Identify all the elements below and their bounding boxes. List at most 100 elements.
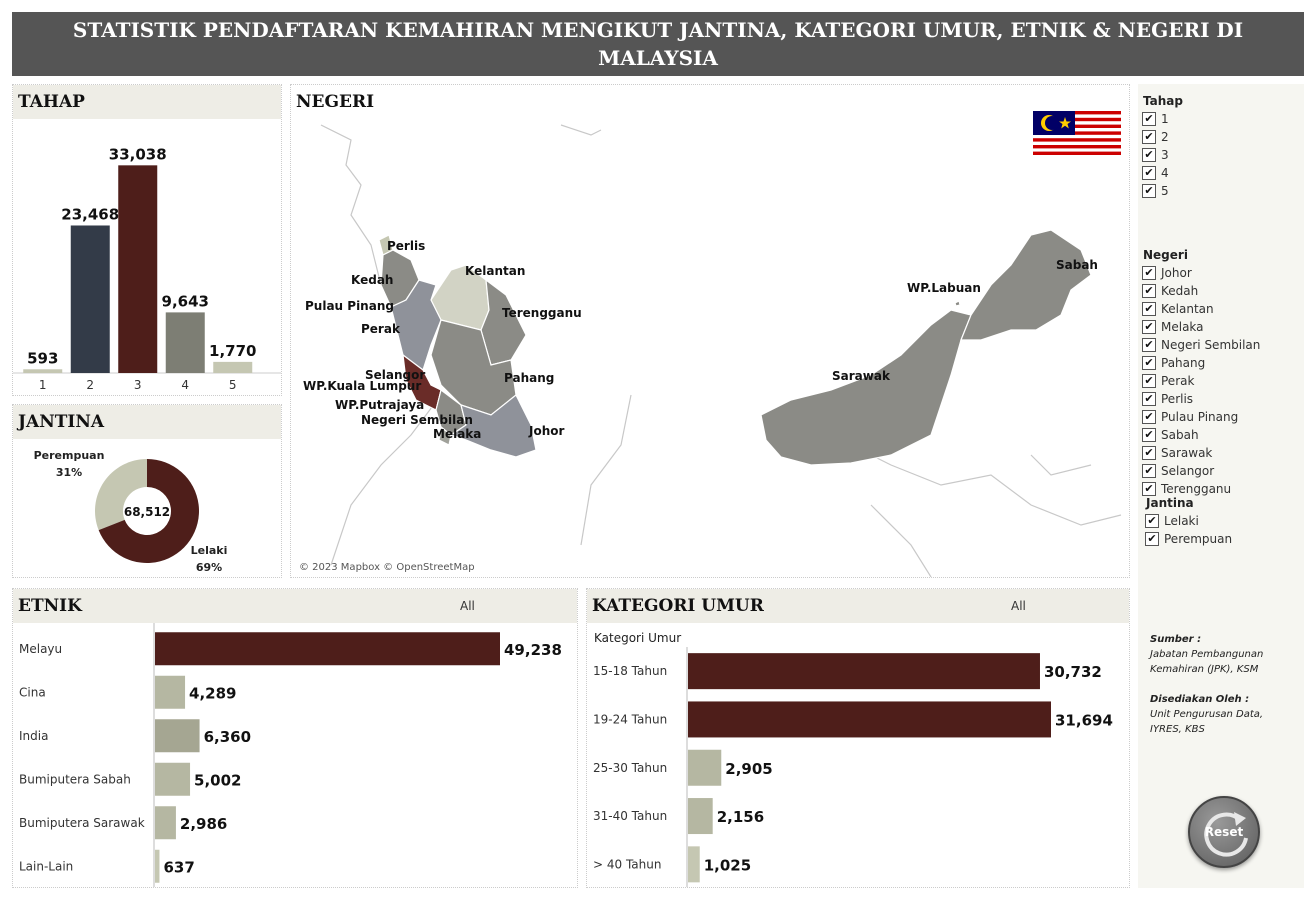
etnik-title: ETNIK bbox=[13, 589, 577, 623]
etnik-bar-chart[interactable]: Melayu 49,238 Cina 4,289 India 6,360 Bumiputer… bbox=[13, 623, 577, 887]
filter-tahap-checkbox-item[interactable]: ✔ 1 bbox=[1138, 110, 1298, 128]
state-wp-labuan[interactable] bbox=[954, 300, 961, 307]
etnik-bar[interactable] bbox=[155, 675, 186, 709]
etnik-bar[interactable] bbox=[155, 632, 500, 666]
filter-jantina-title: Jantina bbox=[1146, 496, 1194, 510]
tahap-bar[interactable] bbox=[23, 369, 63, 373]
jantina-label-perempuan: Perempuan bbox=[34, 449, 105, 462]
kategori-umur-category-label: 25-30 Tahun bbox=[593, 761, 667, 775]
dashboard-header: STATISTIK PENDAFTARAN KEMAHIRAN MENGIKUT… bbox=[12, 12, 1304, 98]
filter-negeri-checkbox-item[interactable]: ✔ Perlis bbox=[1138, 390, 1298, 408]
filter-negeri-checkbox-item[interactable]: ✔ Negeri Sembilan bbox=[1138, 336, 1298, 354]
filter-tahap-checkbox-item[interactable]: ✔ 4 bbox=[1138, 164, 1298, 182]
etnik-bar-value: 4,289 bbox=[189, 684, 236, 702]
tahap-title: TAHAP bbox=[13, 85, 281, 119]
checkbox-checked-icon[interactable]: ✔ bbox=[1142, 374, 1156, 388]
kategori-umur-axis-title: Kategori Umur bbox=[594, 631, 682, 645]
filter-negeri-checkbox-item[interactable]: ✔ Johor bbox=[1138, 264, 1298, 282]
filter-negeri-checkbox-item[interactable]: ✔ Pulau Pinang bbox=[1138, 408, 1298, 426]
checkbox-checked-icon[interactable]: ✔ bbox=[1142, 446, 1156, 460]
state-sarawak[interactable] bbox=[760, 309, 972, 466]
tahap-bar[interactable] bbox=[213, 361, 253, 373]
reset-button[interactable]: Reset bbox=[1188, 796, 1260, 868]
checkbox-checked-icon[interactable]: ✔ bbox=[1142, 112, 1156, 126]
checkbox-checked-icon[interactable]: ✔ bbox=[1142, 410, 1156, 424]
tahap-bar-chart[interactable]: 593 1 23,468 2 33,038 3 9,643 4 1,770 5 bbox=[13, 119, 281, 395]
disediakan-label: Disediakan Oleh : bbox=[1150, 694, 1250, 705]
filter-negeri-checkbox-item[interactable]: ✔ Selangor bbox=[1138, 462, 1298, 480]
etnik-category-label: Cina bbox=[19, 685, 46, 699]
etnik-bar[interactable] bbox=[155, 806, 176, 840]
state-johor[interactable] bbox=[449, 394, 537, 458]
checkbox-checked-icon[interactable]: ✔ bbox=[1142, 356, 1156, 370]
checkbox-checked-icon[interactable]: ✔ bbox=[1142, 266, 1156, 280]
filter-negeri-checkbox-item[interactable]: ✔ Pahang bbox=[1138, 354, 1298, 372]
negeri-map-panel[interactable]: NEGERI bbox=[290, 84, 1130, 578]
checkbox-checked-icon[interactable]: ✔ bbox=[1142, 392, 1156, 406]
jantina-total: 68,512 bbox=[124, 505, 170, 519]
etnik-bar[interactable] bbox=[155, 719, 200, 753]
filter-tahap-checkbox-item[interactable]: ✔ 3 bbox=[1138, 146, 1298, 164]
tahap-bar[interactable] bbox=[165, 312, 205, 373]
jantina-panel: JANTINA 68,512 Perempuan 31% Lelaki 69% bbox=[12, 404, 282, 578]
kategori-umur-bar[interactable] bbox=[688, 798, 713, 835]
checkbox-checked-icon[interactable]: ✔ bbox=[1142, 320, 1156, 334]
filter-negeri-checkbox-item[interactable]: ✔ Sabah bbox=[1138, 426, 1298, 444]
checkbox-checked-icon[interactable]: ✔ bbox=[1145, 514, 1159, 528]
etnik-category-label: Lain-Lain bbox=[19, 859, 73, 873]
kategori-umur-bar-chart[interactable]: 15-18 Tahun 30,732 19-24 Tahun 31,694 25-30 … bbox=[587, 647, 1129, 887]
negeri-map[interactable] bbox=[291, 85, 1129, 577]
filter-negeri-checkbox-label: Terengganu bbox=[1161, 482, 1232, 496]
filter-tahap-checkbox-item[interactable]: ✔ 5 bbox=[1138, 182, 1298, 200]
jantina-label-lelaki: Lelaki bbox=[191, 544, 228, 557]
jantina-slice[interactable] bbox=[95, 459, 147, 531]
filter-jantina: Jantina ✔ Lelaki ✔ Perempuan bbox=[1141, 494, 1301, 548]
filter-negeri-checkbox-item[interactable]: ✔ Melaka bbox=[1138, 318, 1298, 336]
kategori-umur-category-label: 19-24 Tahun bbox=[593, 712, 667, 726]
etnik-bar[interactable] bbox=[155, 762, 191, 796]
checkbox-checked-icon[interactable]: ✔ bbox=[1145, 532, 1159, 546]
state-melaka[interactable] bbox=[438, 425, 452, 446]
map-attribution[interactable]: © 2023 Mapbox © OpenStreetMap bbox=[299, 562, 475, 573]
filter-jantina-checkbox-item[interactable]: ✔ Lelaki bbox=[1141, 512, 1301, 530]
checkbox-checked-icon[interactable]: ✔ bbox=[1142, 166, 1156, 180]
filter-negeri-checkbox-item[interactable]: ✔ Perak bbox=[1138, 372, 1298, 390]
checkbox-checked-icon[interactable]: ✔ bbox=[1142, 302, 1156, 316]
kategori-umur-filter-all[interactable]: All bbox=[1011, 599, 1026, 613]
filter-sidebar: Tahap ✔ 1 ✔ 2 ✔ 3 ✔ 4 ✔ 5 Negeri ✔ Johor ✔ Kedah ✔ Kel… bbox=[1138, 84, 1304, 888]
etnik-bar-value: 2,986 bbox=[180, 815, 227, 833]
etnik-bar[interactable] bbox=[155, 849, 160, 883]
tahap-bar[interactable] bbox=[70, 225, 110, 373]
checkbox-checked-icon[interactable]: ✔ bbox=[1142, 338, 1156, 352]
filter-tahap-checkbox-item[interactable]: ✔ 2 bbox=[1138, 128, 1298, 146]
filter-negeri-checkbox-label: Perak bbox=[1161, 374, 1195, 388]
kategori-umur-bar-value: 2,156 bbox=[717, 808, 764, 826]
filter-jantina-checkbox-item[interactable]: ✔ Perempuan bbox=[1141, 530, 1301, 548]
kategori-umur-bar[interactable] bbox=[688, 701, 1051, 738]
etnik-filter-all[interactable]: All bbox=[460, 599, 475, 613]
filter-negeri-checkbox-item[interactable]: ✔ Sarawak bbox=[1138, 444, 1298, 462]
jantina-slice[interactable] bbox=[98, 459, 199, 563]
filter-negeri-checkbox-label: Pulau Pinang bbox=[1161, 410, 1239, 424]
checkbox-checked-icon[interactable]: ✔ bbox=[1142, 464, 1156, 478]
checkbox-checked-icon[interactable]: ✔ bbox=[1142, 148, 1156, 162]
kategori-umur-bar[interactable] bbox=[688, 749, 722, 786]
checkbox-checked-icon[interactable]: ✔ bbox=[1142, 284, 1156, 298]
checkbox-checked-icon[interactable]: ✔ bbox=[1142, 130, 1156, 144]
jantina-donut-chart[interactable]: 68,512 Perempuan 31% Lelaki 69% bbox=[13, 439, 281, 577]
state-sabah[interactable] bbox=[960, 229, 1092, 341]
filter-negeri-checkbox-item[interactable]: ✔ Terengganu bbox=[1138, 480, 1298, 496]
etnik-category-label: Bumiputera Sabah bbox=[19, 772, 131, 786]
kategori-umur-bar[interactable] bbox=[688, 846, 700, 883]
checkbox-checked-icon[interactable]: ✔ bbox=[1142, 482, 1156, 496]
kategori-umur-bar-value: 2,905 bbox=[725, 760, 772, 778]
checkbox-checked-icon[interactable]: ✔ bbox=[1142, 428, 1156, 442]
filter-negeri-checkbox-item[interactable]: ✔ Kelantan bbox=[1138, 300, 1298, 318]
kategori-umur-bar[interactable] bbox=[688, 653, 1040, 690]
tahap-bar[interactable] bbox=[118, 165, 158, 373]
checkbox-checked-icon[interactable]: ✔ bbox=[1142, 184, 1156, 198]
dashboard-title-line1: STATISTIK PENDAFTARAN KEMAHIRAN MENGIKUT… bbox=[72, 18, 1244, 70]
filter-negeri-checkbox-item[interactable]: ✔ Kedah bbox=[1138, 282, 1298, 300]
state-perak[interactable] bbox=[390, 279, 442, 371]
filter-negeri-checkbox-label: Sabah bbox=[1161, 428, 1199, 442]
